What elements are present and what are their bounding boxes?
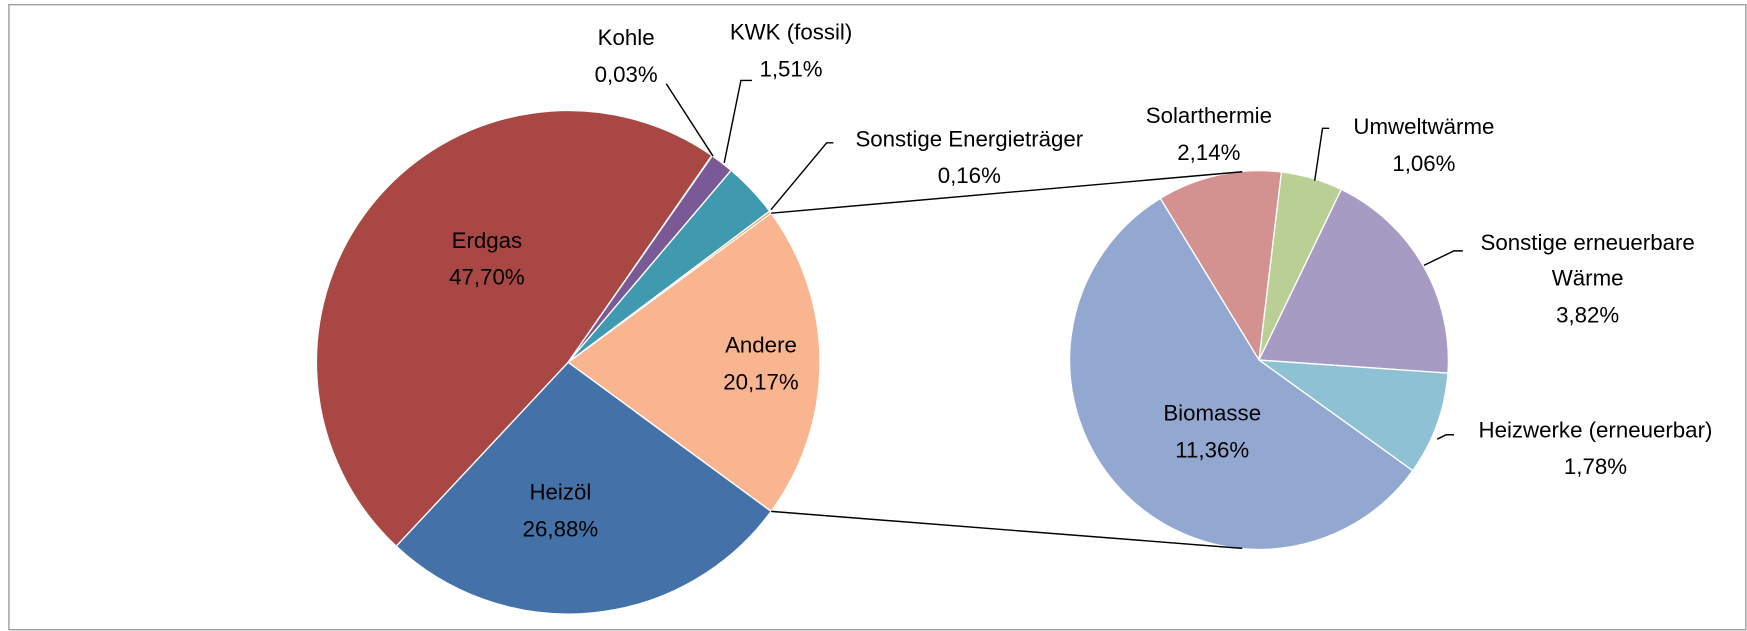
value-label: 20,17% (723, 369, 799, 394)
category-label: Heizöl (529, 480, 591, 505)
pie-slice (567, 212, 821, 513)
category-label: Solarthermie (1146, 103, 1272, 128)
pie-slice (315, 109, 713, 548)
value-label: 11,36% (1175, 437, 1249, 462)
category-label: Heizwerke (erneuerbar) (1479, 417, 1713, 442)
category-label: Umweltwärme (1353, 114, 1494, 139)
connector-line (771, 171, 1243, 214)
leader-line (665, 83, 714, 157)
value-label: 3,82% (1556, 303, 1619, 328)
pie-slice (1068, 197, 1414, 551)
pie-slice (1159, 169, 1283, 363)
labels: Erdgas 47,70% Kohle 0,03% KWK (fossil) 1,51% S… (449, 20, 1712, 542)
connector-line (771, 510, 1243, 550)
leader-line (723, 79, 753, 164)
leader-line (770, 142, 834, 211)
category-label: Erdgas (452, 228, 523, 253)
category-label: Biomasse (1163, 401, 1261, 426)
category-label: Sonstige Energieträger (855, 126, 1083, 151)
value-label: 47,70% (449, 265, 525, 290)
leader-line (1423, 250, 1463, 267)
category-label: Andere (725, 333, 797, 358)
value-label: 0,03% (595, 62, 658, 87)
value-label: 1,78% (1564, 454, 1627, 479)
leader-line (1313, 127, 1330, 181)
leader-lines (665, 79, 1463, 440)
pie-slice (1256, 359, 1449, 472)
leader-line (1436, 433, 1454, 440)
category-label: KWK (fossil) (730, 20, 852, 45)
category-label: Sonstige erneuerbare Wärme (1480, 230, 1695, 291)
category-label: Kohle (598, 25, 655, 50)
value-label: 2,14% (1177, 140, 1240, 165)
chart-border (8, 3, 1747, 631)
value-label: 1,51% (759, 56, 822, 81)
value-label: 1,06% (1392, 151, 1455, 176)
pie-slice (395, 361, 773, 615)
value-label: 26,88% (523, 516, 599, 541)
value-label: 0,16% (938, 163, 1001, 188)
label-wrap: Sonstige erneuerbare Wärme (1480, 230, 1695, 291)
pie-slice (1257, 188, 1450, 374)
slices (315, 109, 1450, 615)
